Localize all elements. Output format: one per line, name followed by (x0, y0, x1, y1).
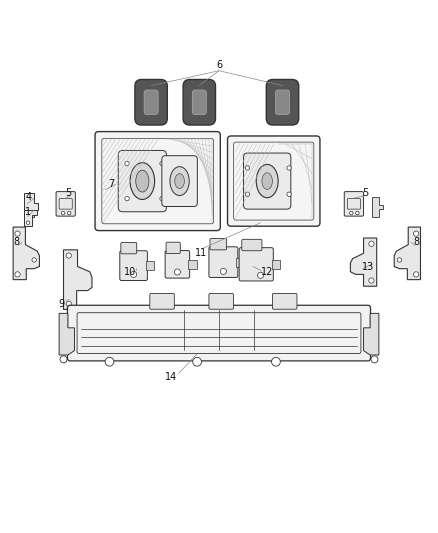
FancyBboxPatch shape (135, 79, 167, 125)
Ellipse shape (131, 271, 137, 278)
Text: 8: 8 (413, 237, 419, 247)
Ellipse shape (174, 269, 180, 275)
Polygon shape (13, 227, 39, 280)
Ellipse shape (15, 231, 20, 236)
Ellipse shape (287, 166, 291, 170)
Ellipse shape (287, 192, 291, 197)
FancyBboxPatch shape (210, 238, 226, 250)
FancyBboxPatch shape (150, 294, 174, 309)
FancyBboxPatch shape (242, 239, 262, 251)
Text: 13: 13 (362, 262, 374, 272)
FancyBboxPatch shape (192, 90, 206, 115)
Text: 1: 1 (25, 207, 32, 217)
Ellipse shape (66, 301, 71, 306)
Ellipse shape (125, 161, 129, 166)
Ellipse shape (356, 211, 359, 215)
Ellipse shape (61, 211, 65, 215)
FancyBboxPatch shape (209, 247, 238, 278)
Polygon shape (24, 193, 38, 217)
Ellipse shape (245, 192, 250, 197)
Polygon shape (236, 258, 245, 266)
FancyBboxPatch shape (272, 294, 297, 309)
FancyBboxPatch shape (239, 248, 273, 281)
Text: 6: 6 (216, 60, 222, 70)
FancyBboxPatch shape (266, 79, 299, 125)
Ellipse shape (256, 165, 278, 198)
FancyBboxPatch shape (228, 136, 320, 226)
Text: 12: 12 (261, 266, 273, 277)
Ellipse shape (105, 358, 114, 366)
FancyBboxPatch shape (144, 90, 158, 115)
Text: 4: 4 (25, 192, 32, 203)
Polygon shape (59, 313, 74, 355)
FancyBboxPatch shape (118, 150, 166, 212)
Text: 7: 7 (109, 179, 115, 189)
Ellipse shape (160, 161, 164, 166)
Polygon shape (394, 227, 420, 280)
FancyBboxPatch shape (165, 251, 190, 278)
Polygon shape (364, 313, 379, 355)
Ellipse shape (413, 272, 419, 277)
FancyBboxPatch shape (344, 191, 364, 216)
Polygon shape (350, 238, 377, 286)
Text: 5: 5 (65, 188, 71, 198)
Ellipse shape (369, 241, 374, 246)
FancyBboxPatch shape (276, 90, 290, 115)
Ellipse shape (27, 211, 31, 215)
Ellipse shape (262, 173, 272, 189)
Ellipse shape (397, 258, 402, 262)
FancyBboxPatch shape (244, 153, 291, 209)
Text: 14: 14 (165, 372, 177, 382)
Ellipse shape (26, 221, 30, 224)
Ellipse shape (371, 356, 378, 363)
Ellipse shape (413, 231, 419, 236)
Ellipse shape (125, 197, 129, 201)
Text: 5: 5 (363, 188, 369, 198)
FancyBboxPatch shape (95, 132, 220, 231)
Ellipse shape (60, 356, 67, 363)
FancyBboxPatch shape (120, 251, 147, 280)
Ellipse shape (193, 358, 201, 366)
Ellipse shape (369, 278, 374, 283)
Polygon shape (64, 250, 92, 310)
Polygon shape (272, 260, 280, 269)
Ellipse shape (66, 253, 71, 258)
FancyBboxPatch shape (67, 305, 371, 361)
FancyBboxPatch shape (121, 243, 137, 254)
Text: 10: 10 (124, 266, 137, 277)
FancyBboxPatch shape (183, 79, 215, 125)
Ellipse shape (136, 170, 149, 192)
Ellipse shape (170, 167, 189, 196)
Polygon shape (24, 211, 37, 226)
Ellipse shape (67, 211, 71, 215)
Polygon shape (188, 260, 197, 269)
Text: 11: 11 (195, 248, 208, 259)
FancyBboxPatch shape (56, 191, 75, 216)
Ellipse shape (350, 211, 353, 215)
FancyBboxPatch shape (209, 294, 233, 309)
Ellipse shape (130, 163, 155, 199)
Ellipse shape (32, 258, 36, 262)
FancyBboxPatch shape (162, 156, 197, 206)
Ellipse shape (160, 197, 164, 201)
Text: 9: 9 (58, 298, 64, 309)
Ellipse shape (15, 272, 20, 277)
Ellipse shape (258, 272, 264, 278)
Polygon shape (372, 197, 383, 216)
Polygon shape (145, 261, 154, 270)
Ellipse shape (175, 174, 184, 189)
Text: 8: 8 (14, 237, 20, 247)
Ellipse shape (272, 358, 280, 366)
Ellipse shape (220, 268, 226, 274)
FancyBboxPatch shape (166, 242, 180, 254)
Ellipse shape (245, 166, 250, 170)
